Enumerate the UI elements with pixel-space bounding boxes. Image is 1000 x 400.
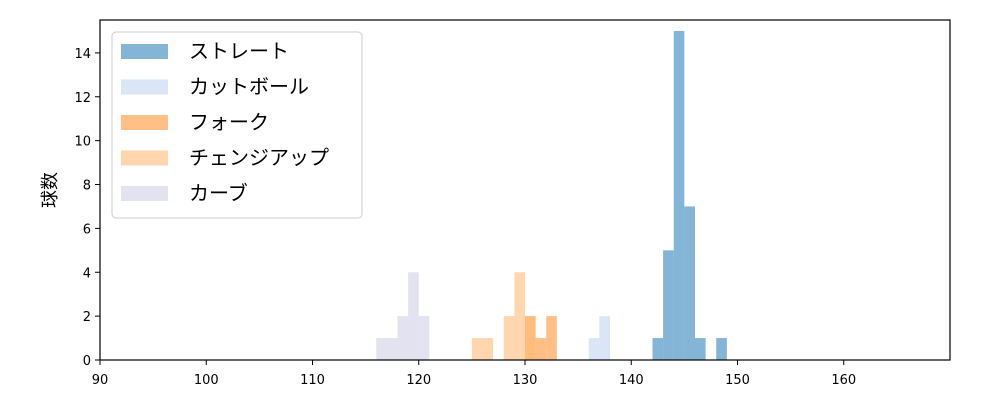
legend-swatch-2 [121, 115, 168, 130]
x-tick-label-7: 160 [831, 373, 856, 388]
y-axis-label: 球数 [40, 172, 61, 208]
legend-swatch-0 [121, 44, 168, 59]
x-tick-label-1: 100 [194, 373, 219, 388]
legend-box [111, 31, 363, 219]
x-tick-label-6: 150 [725, 373, 750, 388]
bar-series0-bin1 [663, 250, 674, 360]
legend-swatch-4 [121, 186, 168, 201]
bar-series4-bin0 [376, 338, 387, 360]
bar-series0-bin5 [716, 338, 727, 360]
bar-series0-bin0 [652, 338, 664, 360]
y-tick-label-7: 14 [74, 47, 91, 62]
x-tick-label-4: 130 [513, 373, 538, 388]
bar-series4-bin3 [408, 272, 419, 360]
y-tick-label-2: 4 [83, 266, 91, 281]
bars-layer [376, 30, 727, 360]
bar-series3-bin0 [471, 338, 483, 360]
y-tick-label-6: 12 [74, 91, 91, 106]
bar-series2-bin1 [535, 338, 547, 360]
legend-label-1: カットボール [189, 75, 309, 99]
bar-series4-bin4 [418, 316, 430, 360]
x-axis: 90 100 110 120 130 140 150 160 [92, 360, 856, 388]
x-tick-label-0: 90 [92, 373, 109, 388]
bar-series2-bin2 [546, 316, 557, 360]
bar-series4-bin1 [386, 338, 398, 360]
bar-series0-bin4 [695, 338, 706, 360]
y-tick-label-3: 6 [83, 222, 91, 237]
y-tick-label-5: 10 [74, 135, 91, 150]
bar-series3-bin4 [525, 316, 536, 360]
x-tick-label-5: 140 [619, 373, 644, 388]
legend-swatch-3 [121, 150, 168, 166]
legend-label-3: チェンジアップ [189, 146, 329, 170]
legend-swatch-1 [121, 79, 168, 95]
bar-series1-bin0 [588, 338, 600, 360]
bar-series3-bin3 [514, 272, 525, 360]
bar-series3-bin1 [482, 338, 494, 360]
y-tick-label-1: 2 [83, 310, 91, 325]
bar-series0-bin3 [684, 206, 695, 360]
legend-label-0: ストレート [189, 39, 289, 63]
x-tick-label-3: 120 [406, 373, 431, 388]
y-tick-label-0: 0 [83, 354, 91, 369]
y-axis: 0 2 4 6 8 10 12 14 [74, 47, 100, 369]
bar-series0-bin2 [673, 30, 685, 360]
y-tick-label-4: 8 [83, 179, 91, 194]
bar-series4-bin2 [397, 316, 409, 360]
x-tick-label-2: 110 [300, 373, 325, 388]
legend-label-2: フォーク [189, 110, 269, 134]
bar-series3-bin2 [503, 316, 515, 360]
bar-series1-bin1 [599, 316, 610, 360]
legend-label-4: カーブ [189, 181, 248, 205]
